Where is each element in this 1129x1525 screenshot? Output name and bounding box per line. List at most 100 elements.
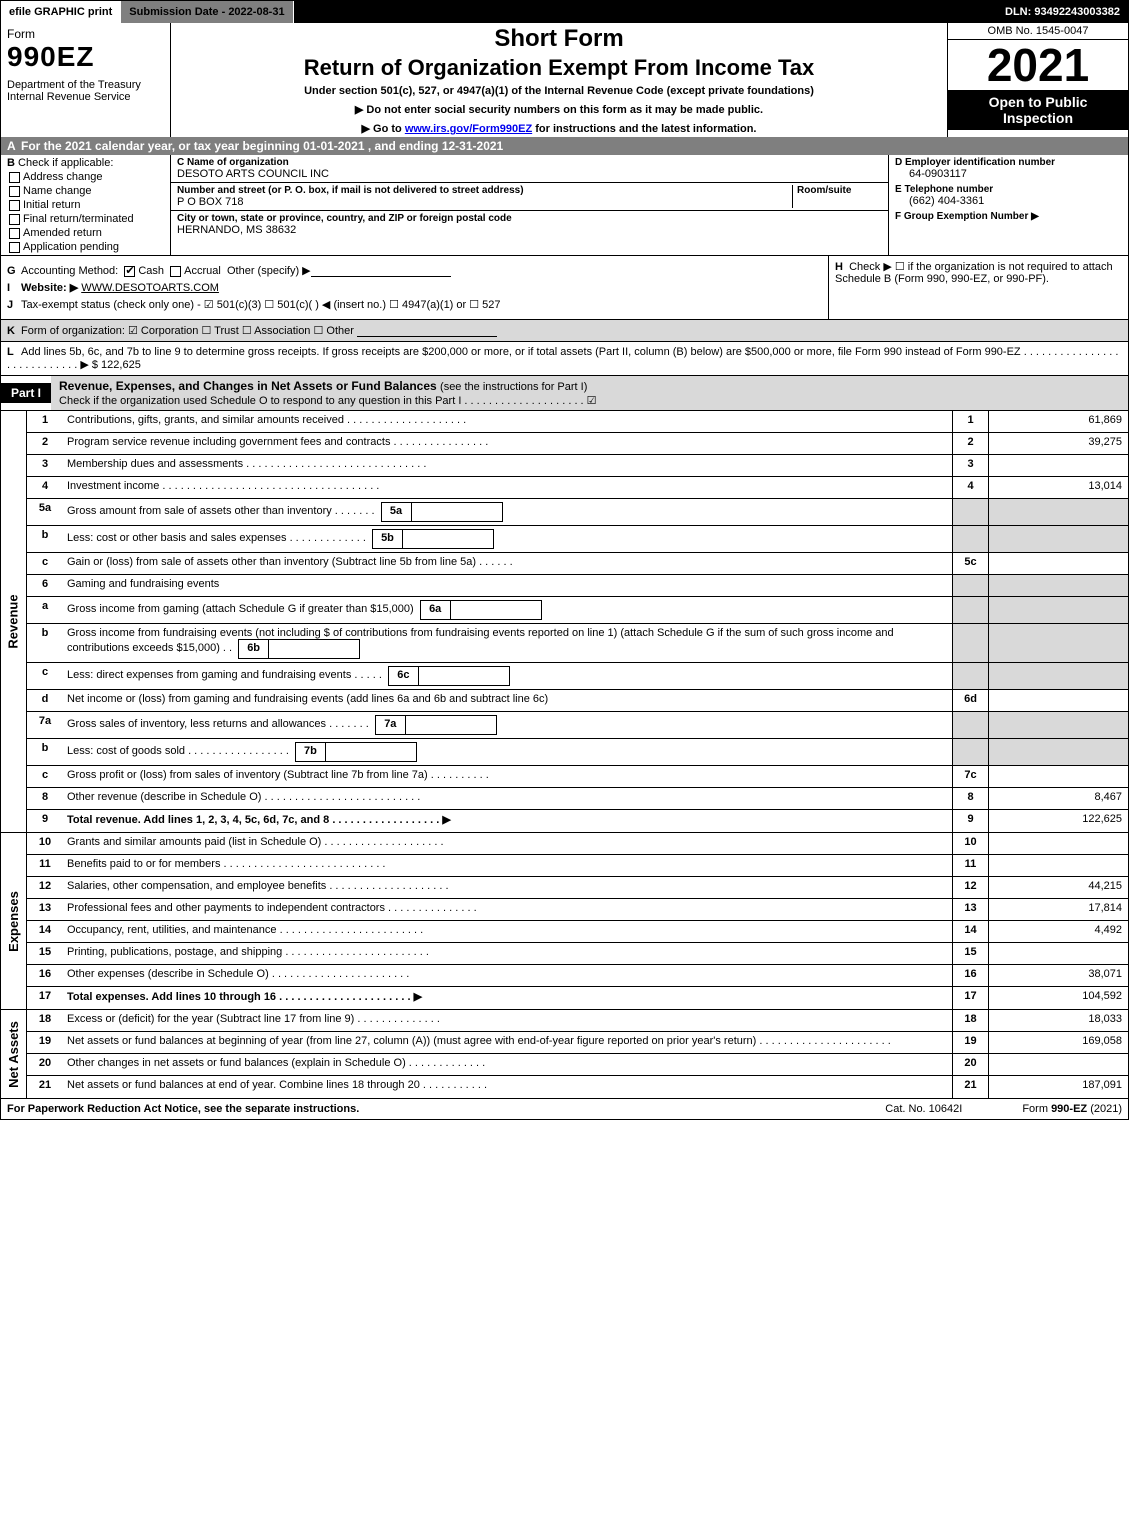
line-18: 18Excess or (deficit) for the year (Subt… <box>27 1010 1128 1032</box>
dln: DLN: 93492243003382 <box>997 1 1128 23</box>
footer: For Paperwork Reduction Act Notice, see … <box>1 1098 1128 1119</box>
line-1: 1Contributions, gifts, grants, and simil… <box>27 411 1128 433</box>
col-num <box>952 624 988 662</box>
col-num: 11 <box>952 855 988 876</box>
irs-link[interactable]: www.irs.gov/Form990EZ <box>405 123 532 135</box>
line-num: 12 <box>27 877 63 898</box>
line-h: H Check ▶ ☐ if the organization is not r… <box>828 256 1128 319</box>
revenue-grid: Revenue 1Contributions, gifts, grants, a… <box>1 411 1128 833</box>
chk-application-pending[interactable] <box>9 242 20 253</box>
line-19: 19Net assets or fund balances at beginni… <box>27 1032 1128 1054</box>
line-num: 14 <box>27 921 63 942</box>
line-num: 20 <box>27 1054 63 1075</box>
col-amt: 4,492 <box>988 921 1128 942</box>
line-num: 15 <box>27 943 63 964</box>
line-desc: Gross income from gaming (attach Schedul… <box>63 597 952 623</box>
line-desc: Program service revenue including govern… <box>63 433 952 454</box>
chk-address-change[interactable] <box>9 172 20 183</box>
efile-label: efile GRAPHIC print <box>1 1 121 23</box>
col-num <box>952 712 988 738</box>
line-6b: bGross income from fundraising events (n… <box>27 624 1128 663</box>
chk-name-change[interactable] <box>9 186 20 197</box>
line-num: 17 <box>27 987 63 1009</box>
line-num: 6 <box>27 575 63 596</box>
website: WWW.DESOTOARTS.COM <box>81 282 219 294</box>
col-def: D Employer identification number64-09031… <box>888 155 1128 255</box>
line-desc: Membership dues and assessments . . . . … <box>63 455 952 476</box>
col-num <box>952 575 988 596</box>
line-6a: aGross income from gaming (attach Schedu… <box>27 597 1128 624</box>
chk-accrual[interactable] <box>170 266 181 277</box>
line-desc: Less: cost of goods sold . . . . . . . .… <box>63 739 952 765</box>
col-num: 14 <box>952 921 988 942</box>
chk-cash[interactable] <box>124 266 135 277</box>
line-desc: Total revenue. Add lines 1, 2, 3, 4, 5c,… <box>63 810 952 832</box>
line-desc: Gaming and fundraising events <box>63 575 952 596</box>
line-9: 9Total revenue. Add lines 1, 2, 3, 4, 5c… <box>27 810 1128 832</box>
form-word: Form <box>7 27 164 41</box>
phone: (662) 404-3361 <box>895 195 1122 207</box>
col-num: 1 <box>952 411 988 432</box>
expenses-grid: Expenses 10Grants and similar amounts pa… <box>1 833 1128 1010</box>
line-21: 21Net assets or fund balances at end of … <box>27 1076 1128 1098</box>
open-inspection: Open to Public Inspection <box>948 90 1128 130</box>
line-desc: Other expenses (describe in Schedule O) … <box>63 965 952 986</box>
header-right: OMB No. 1545-0047 2021 Open to Public In… <box>948 23 1128 137</box>
col-num: 15 <box>952 943 988 964</box>
header: Form 990EZ Department of the Treasury In… <box>1 23 1128 137</box>
col-num: 8 <box>952 788 988 809</box>
line-7b: bLess: cost of goods sold . . . . . . . … <box>27 739 1128 766</box>
line-num: 21 <box>27 1076 63 1098</box>
org-address: P O BOX 718 <box>177 196 792 208</box>
line-desc: Excess or (deficit) for the year (Subtra… <box>63 1010 952 1031</box>
col-num <box>952 739 988 765</box>
chk-amended-return[interactable] <box>9 228 20 239</box>
line-num: 5a <box>27 499 63 525</box>
line-num: c <box>27 553 63 574</box>
line-num: 11 <box>27 855 63 876</box>
line-12: 12Salaries, other compensation, and empl… <box>27 877 1128 899</box>
line-num: 13 <box>27 899 63 920</box>
line-10: 10Grants and similar amounts paid (list … <box>27 833 1128 855</box>
line-desc: Total expenses. Add lines 10 through 16 … <box>63 987 952 1009</box>
line-desc: Net income or (loss) from gaming and fun… <box>63 690 952 711</box>
line-num: 2 <box>27 433 63 454</box>
col-num: 19 <box>952 1032 988 1053</box>
col-amt: 38,071 <box>988 965 1128 986</box>
line-11: 11Benefits paid to or for members . . . … <box>27 855 1128 877</box>
col-amt: 13,014 <box>988 477 1128 498</box>
col-num <box>952 526 988 552</box>
line-desc: Gross profit or (loss) from sales of inv… <box>63 766 952 787</box>
chk-initial-return[interactable] <box>9 200 20 211</box>
short-form-title: Short Form <box>179 25 939 53</box>
line-desc: Net assets or fund balances at end of ye… <box>63 1076 952 1098</box>
col-num <box>952 597 988 623</box>
line-num: 3 <box>27 455 63 476</box>
line-num: b <box>27 526 63 552</box>
chk-final-return[interactable] <box>9 214 20 225</box>
line-15: 15Printing, publications, postage, and s… <box>27 943 1128 965</box>
line-desc: Less: direct expenses from gaming and fu… <box>63 663 952 689</box>
line-num: d <box>27 690 63 711</box>
line-4: 4Investment income . . . . . . . . . . .… <box>27 477 1128 499</box>
line-desc: Contributions, gifts, grants, and simila… <box>63 411 952 432</box>
col-amt: 122,625 <box>988 810 1128 832</box>
netassets-grid: Net Assets 18Excess or (deficit) for the… <box>1 1010 1128 1098</box>
col-num: 2 <box>952 433 988 454</box>
line-num: c <box>27 766 63 787</box>
col-num: 10 <box>952 833 988 854</box>
return-title: Return of Organization Exempt From Incom… <box>179 55 939 81</box>
line-16: 16Other expenses (describe in Schedule O… <box>27 965 1128 987</box>
col-num: 9 <box>952 810 988 832</box>
col-num: 6d <box>952 690 988 711</box>
note-ssn: ▶ Do not enter social security numbers o… <box>179 103 939 116</box>
form-number: 990EZ <box>7 41 164 73</box>
gross-receipts: 122,625 <box>101 359 141 371</box>
col-b: B Check if applicable: Address change Na… <box>1 155 171 255</box>
line-desc: Other changes in net assets or fund bala… <box>63 1054 952 1075</box>
col-num: 5c <box>952 553 988 574</box>
col-amt <box>988 597 1128 623</box>
line-desc: Net assets or fund balances at beginning… <box>63 1032 952 1053</box>
line-6c: cLess: direct expenses from gaming and f… <box>27 663 1128 690</box>
col-num: 16 <box>952 965 988 986</box>
